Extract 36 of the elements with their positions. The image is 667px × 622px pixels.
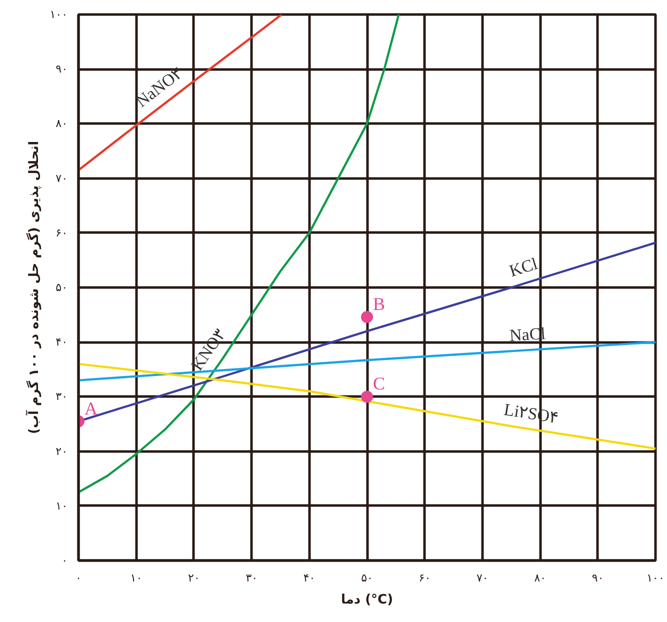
series-label: A bbox=[84, 398, 98, 418]
x-tick-label: ۷۰ bbox=[476, 572, 488, 584]
x-tick-label: ۵۰ bbox=[361, 572, 373, 584]
y-tick-label: ۳۰ bbox=[56, 390, 68, 404]
y-tick-label: ۴۰ bbox=[56, 336, 68, 349]
y-tick-label: ۱۰۰ bbox=[50, 8, 68, 21]
y-tick-label: ۰ bbox=[62, 554, 68, 567]
x-tick-label: ۱۰ bbox=[130, 572, 142, 584]
x-tick-label: ۴۰ bbox=[303, 572, 316, 584]
line-series bbox=[78, 14, 283, 172]
x-tick-label: ۶۰ bbox=[418, 572, 431, 584]
text: KCl bbox=[507, 254, 540, 281]
x-tick-label: ۹۰ bbox=[592, 572, 604, 584]
series-label: NaCl bbox=[508, 324, 546, 346]
y-tick-label: ۱۰ bbox=[56, 499, 68, 512]
x-tick-label: ۱۰۰ bbox=[646, 572, 664, 584]
x-axis-title: دما (°C) bbox=[340, 592, 394, 608]
text: NaNO۳ bbox=[132, 63, 186, 111]
y-tick-label: ۵۰ bbox=[56, 281, 68, 294]
y-tick-label: ۷۰ bbox=[56, 172, 68, 185]
point bbox=[361, 390, 373, 403]
text: KNO۳ bbox=[187, 326, 230, 374]
text: Li۲SO۴ bbox=[502, 400, 560, 428]
x-tick-label: ۲۰ bbox=[188, 572, 200, 584]
y-tick-label: ۹۰ bbox=[56, 62, 68, 76]
y-tick-label: ۸۰ bbox=[56, 117, 68, 130]
x-tick-label: ۰ bbox=[76, 572, 82, 584]
line-series bbox=[78, 14, 400, 494]
y-tick-label: ۲۰ bbox=[56, 444, 68, 458]
series-label: B bbox=[373, 294, 386, 314]
x-tick-label: ۳۰ bbox=[246, 572, 258, 584]
y-axis-title: انحلال پذیری (گرم حل شونده در ۱۰۰ گرم آب) bbox=[24, 140, 42, 434]
series-label: C bbox=[373, 374, 386, 394]
y-tick-label: ۶۰ bbox=[56, 226, 68, 240]
x-tick-label: ۸۰ bbox=[534, 572, 546, 584]
point bbox=[361, 310, 373, 323]
